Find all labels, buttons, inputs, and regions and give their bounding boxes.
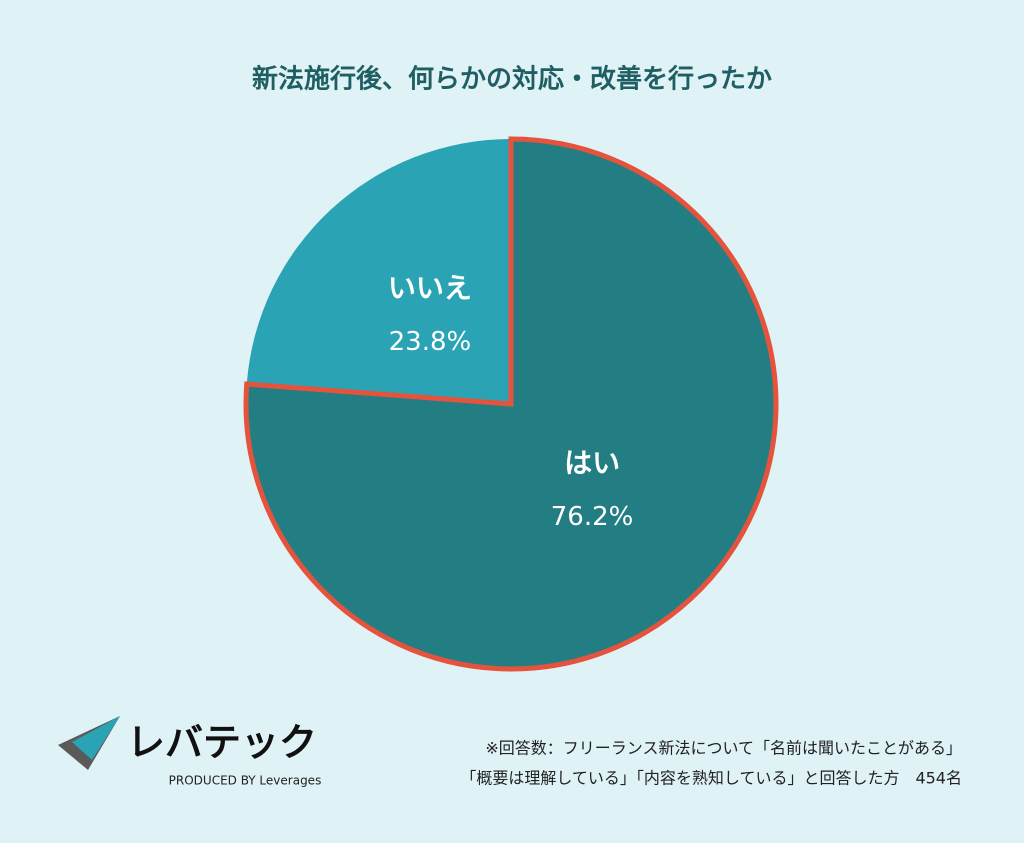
highlight-outline	[243, 136, 779, 672]
value-label: 76.2%	[551, 502, 634, 532]
footnote: 「概要は理解している」「内容を熟知している」と回答した方 454名	[460, 769, 962, 788]
logo: レバテック PRODUCED BY Leverages	[58, 716, 321, 788]
logo-tagline: PRODUCED BY Leverages	[169, 774, 322, 788]
slice-label: はい	[564, 446, 620, 479]
value-label: 23.8%	[389, 327, 472, 357]
slice-label: いいえ	[388, 272, 472, 305]
chart-title: 新法施行後、何らかの対応・改善を行ったか	[252, 64, 772, 95]
logo-mark	[72, 716, 120, 760]
footnote: ※回答数：フリーランス新法について「名前は聞いたことがある」	[485, 739, 962, 758]
pie-slice	[246, 139, 512, 404]
logo-name: レバテック	[127, 721, 317, 765]
